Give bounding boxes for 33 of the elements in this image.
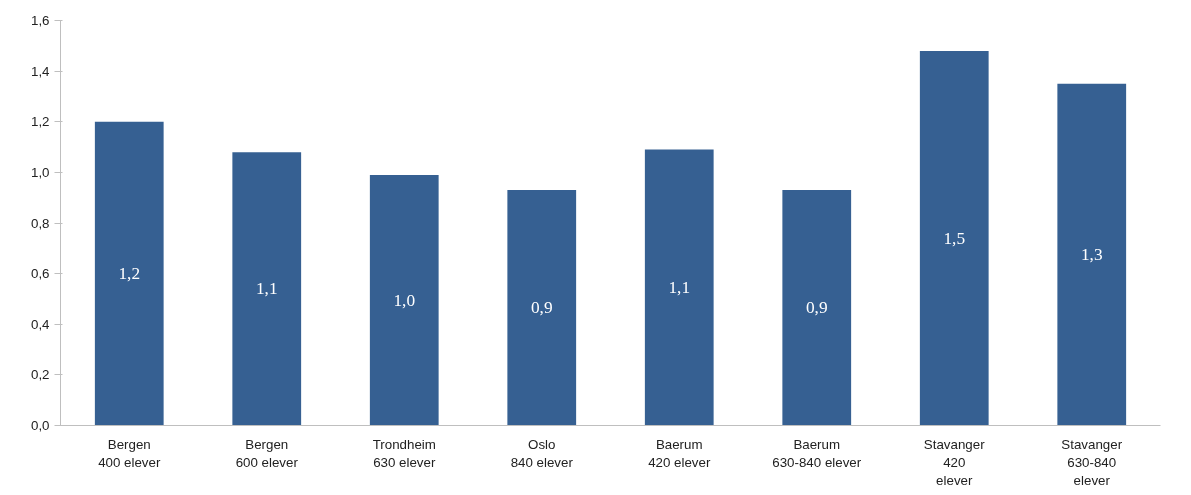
x-tick-label: Stavanger 420 elever: [923, 436, 986, 488]
data-label: 0,9: [805, 298, 828, 318]
y-tick-label: 1,4: [30, 63, 51, 79]
bar: [782, 190, 852, 426]
y-tick-label: 1,6: [30, 13, 50, 28]
data-label: 1,5: [943, 228, 966, 248]
bar: [369, 174, 439, 426]
y-tick-label: 0,0: [30, 418, 50, 433]
x-tick-label: Baerum 420 elever: [648, 436, 711, 470]
bar: [1057, 83, 1127, 426]
y-tick-label: 0,4: [30, 316, 51, 332]
x-tick-label: Oslo 840 elever: [510, 436, 574, 470]
x-tick-label: Bergen 400 elever: [98, 436, 161, 470]
bar: [507, 190, 577, 426]
x-tick-label: Bergen 600 elever: [235, 436, 299, 470]
x-tick-label: Baerum 630-840 elever: [772, 436, 862, 470]
data-label: 1,3: [1080, 245, 1103, 265]
data-label: 1,1: [668, 278, 691, 298]
data-label: 1,2: [118, 264, 141, 284]
data-label: 1,0: [393, 290, 416, 310]
data-label: 1,1: [255, 279, 278, 299]
y-tick-label: 1,0: [30, 164, 50, 180]
bar: [94, 121, 164, 426]
y-tick-label: 0,2: [30, 367, 50, 383]
y-tick-label: 0,8: [30, 215, 50, 231]
bar: [919, 50, 989, 426]
x-tick-label: Trondheim 630 elever: [372, 436, 436, 470]
data-label: 0,9: [530, 298, 553, 318]
y-tick-label: 1,2: [30, 114, 50, 130]
bar: [232, 152, 302, 426]
bar: [644, 149, 714, 426]
y-tick-label: 0,6: [30, 266, 50, 282]
x-tick-label: Stavanger 630-840 elever: [1061, 436, 1123, 488]
